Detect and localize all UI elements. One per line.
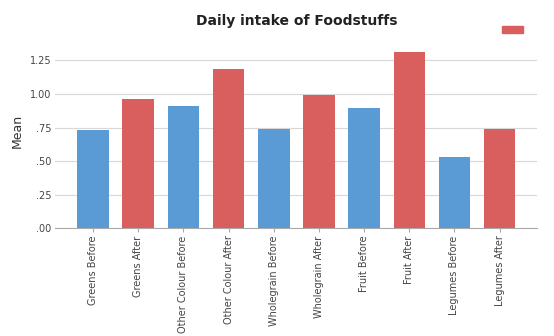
Legend:  bbox=[499, 22, 533, 38]
Bar bbox=[439, 157, 470, 228]
Bar bbox=[122, 99, 154, 228]
Bar bbox=[348, 108, 380, 228]
Bar bbox=[484, 129, 515, 228]
Bar bbox=[258, 129, 290, 228]
Y-axis label: Mean: Mean bbox=[11, 114, 24, 148]
Bar bbox=[213, 69, 244, 228]
Title: Daily intake of Foodstuffs: Daily intake of Foodstuffs bbox=[196, 14, 397, 28]
Bar bbox=[393, 52, 425, 228]
Bar bbox=[78, 130, 109, 228]
Bar bbox=[168, 106, 199, 228]
Bar bbox=[303, 95, 335, 228]
